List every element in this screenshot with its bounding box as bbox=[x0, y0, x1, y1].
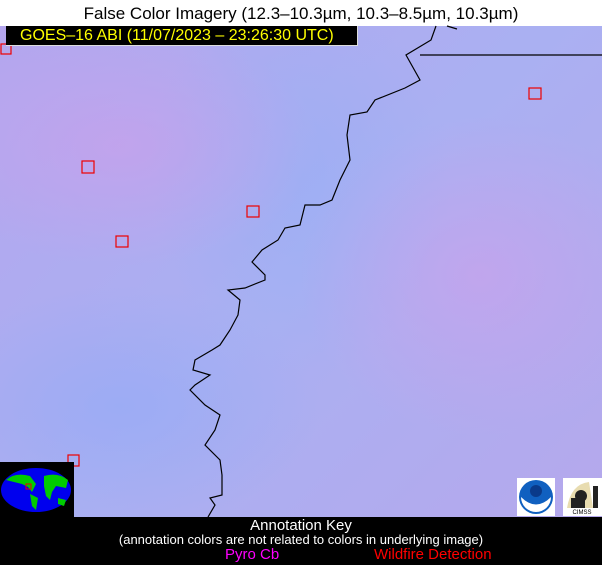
wildfire-marker bbox=[81, 160, 95, 174]
cimss-logo: CIMSS bbox=[563, 478, 602, 516]
annotation-key-title: Annotation Key bbox=[250, 517, 352, 534]
svg-text:CIMSS: CIMSS bbox=[572, 510, 591, 516]
satellite-image bbox=[0, 26, 602, 517]
map-overlay bbox=[0, 25, 602, 517]
wildfire-marker bbox=[246, 205, 260, 218]
state-border bbox=[446, 25, 458, 30]
globe-locator-map bbox=[0, 462, 74, 517]
noaa-logo bbox=[517, 478, 555, 516]
legend-pyro-cb: Pyro Cb bbox=[225, 546, 280, 563]
wildfire-marker bbox=[115, 235, 129, 248]
annotation-key: Annotation Key (annotation colors are no… bbox=[0, 517, 602, 565]
wildfire-marker bbox=[528, 87, 542, 100]
state-border bbox=[189, 25, 437, 517]
satellite-timestamp-label: GOES–16 ABI (11/07/2023 – 23:26:30 UTC) bbox=[6, 26, 358, 46]
annotation-key-subtitle: (annotation colors are not related to co… bbox=[118, 532, 484, 547]
image-title: False Color Imagery (12.3–10.3µm, 10.3–8… bbox=[83, 4, 519, 23]
legend-wildfire-detection: Wildfire Detection bbox=[374, 546, 492, 563]
